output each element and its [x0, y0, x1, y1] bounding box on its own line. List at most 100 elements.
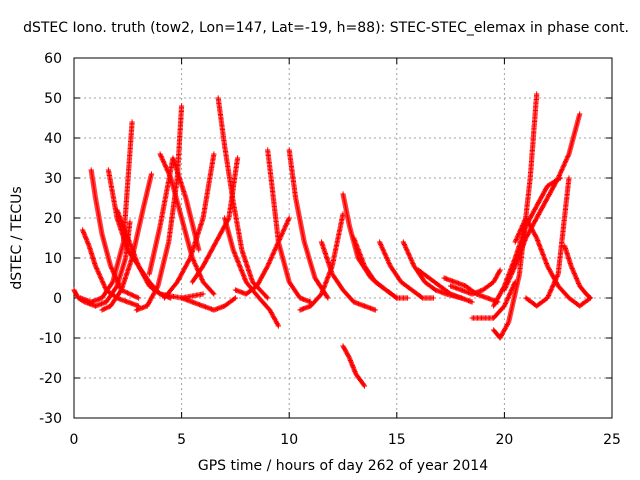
data-point: [557, 177, 560, 179]
data-point: [148, 273, 151, 275]
data-point: [535, 217, 538, 219]
data-point: [197, 249, 200, 251]
y-tick-label: 0: [53, 291, 62, 307]
data-point: [492, 317, 495, 319]
data-point: [309, 305, 312, 307]
series-pass-14: [189, 155, 241, 285]
data-point: [215, 241, 217, 243]
y-tick-label: -10: [39, 331, 62, 347]
data-point: [320, 293, 323, 295]
data-point: [109, 305, 112, 307]
data-point: [236, 157, 239, 159]
series-markers: [157, 151, 217, 297]
data-point: [94, 197, 97, 199]
y-tick-label: 10: [44, 251, 62, 267]
data-point: [568, 177, 570, 179]
data-point: [507, 321, 510, 323]
x-tick-label: 5: [177, 432, 186, 448]
series-pass-20: [318, 239, 378, 313]
data-point: [251, 281, 254, 283]
data-point: [546, 265, 549, 267]
data-point: [107, 169, 110, 171]
data-point: [568, 153, 570, 155]
data-point: [94, 265, 97, 267]
series-pass-32: [512, 215, 594, 309]
data-point: [471, 317, 474, 319]
y-tick-label: 60: [44, 51, 62, 67]
series-pass-09: [157, 151, 217, 297]
data-point: [492, 329, 495, 331]
data-point: [150, 173, 153, 175]
data-point: [277, 325, 280, 327]
series-pass-28: [469, 279, 518, 321]
data-point: [94, 305, 97, 307]
series-pass-13: [215, 95, 271, 301]
data-point: [314, 277, 316, 279]
series-pass-35: [448, 267, 503, 297]
data-point: [410, 289, 413, 291]
data-point: [101, 233, 103, 235]
data-point: [331, 273, 334, 275]
data-point: [563, 245, 566, 247]
data-point: [105, 289, 108, 291]
data-point: [342, 193, 344, 195]
plot-frame: [73, 57, 613, 419]
data-point: [525, 297, 527, 299]
data-point: [176, 281, 179, 283]
data-point: [449, 293, 452, 295]
data-point: [202, 293, 205, 295]
data-point: [124, 257, 127, 259]
data-point: [352, 301, 355, 303]
data-point: [159, 153, 161, 155]
series-pass-33: [523, 175, 572, 309]
data-point: [503, 289, 506, 291]
data-point: [385, 289, 387, 291]
grid: [74, 58, 612, 418]
data-point: [471, 293, 474, 295]
series-pass-26: [415, 267, 475, 305]
data-point: [223, 217, 226, 219]
data-point: [172, 157, 174, 159]
data-point: [568, 297, 570, 299]
data-point: [180, 105, 183, 107]
data-point: [90, 301, 93, 303]
x-tick-label: 20: [495, 432, 513, 448]
data-point: [126, 237, 129, 239]
data-point: [180, 297, 183, 299]
data-point: [454, 281, 456, 283]
data-point: [481, 317, 484, 319]
data-point: [546, 197, 549, 199]
data-point: [503, 305, 506, 307]
data-point: [271, 185, 273, 187]
data-point: [180, 217, 183, 219]
data-point: [363, 265, 366, 267]
data-point: [256, 285, 258, 287]
series-pass-23: [351, 235, 411, 301]
data-point: [460, 297, 463, 299]
data-point: [101, 297, 103, 299]
data-point: [240, 249, 243, 251]
data-point: [327, 297, 329, 299]
data-point: [212, 153, 215, 155]
data-point: [464, 285, 467, 287]
data-point: [120, 289, 123, 291]
data-point: [223, 145, 226, 147]
x-tick-label: 10: [280, 432, 298, 448]
chart-title: dSTEC Iono. truth (tow2, Lon=147, Lat=-1…: [23, 20, 629, 36]
data-point: [268, 309, 271, 311]
data-point: [499, 269, 501, 271]
data-point: [167, 241, 170, 243]
data-point: [228, 217, 230, 219]
series-pass-15: [222, 215, 281, 329]
data-point: [342, 345, 344, 347]
series-pass-17: [265, 147, 314, 305]
data-point: [355, 373, 357, 375]
data-point: [417, 269, 420, 271]
series-markers: [340, 191, 400, 301]
data-point: [266, 149, 269, 151]
data-point: [141, 209, 144, 211]
data-point: [578, 285, 581, 287]
ticks: [73, 57, 613, 419]
series-pass-19: [297, 211, 346, 313]
